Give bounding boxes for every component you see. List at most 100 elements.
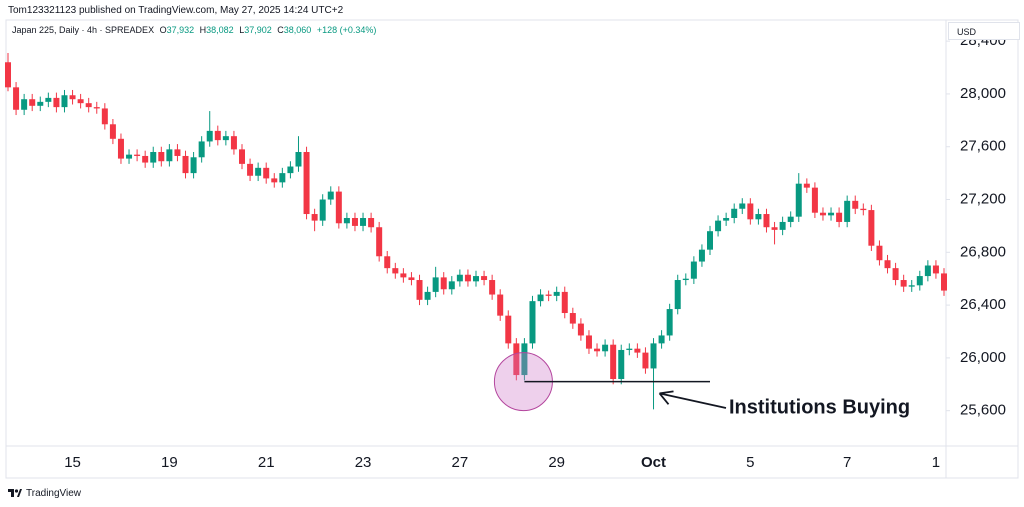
candle-body — [271, 178, 278, 183]
candle-body — [577, 323, 584, 336]
candle-body — [828, 212, 835, 216]
candle-body — [117, 138, 124, 159]
candle-body — [190, 157, 197, 174]
candle-body — [731, 208, 738, 218]
footer: TradingView — [8, 488, 81, 499]
candle-body — [230, 136, 237, 150]
candle-body — [489, 280, 496, 295]
close-value: 38,060 — [283, 25, 312, 35]
candle-body — [239, 149, 245, 164]
candle-body — [37, 101, 44, 106]
candle-body — [61, 95, 68, 108]
candle-body — [811, 187, 818, 213]
candle-body — [658, 335, 665, 344]
y-tick-label: 27,200 — [960, 190, 1006, 207]
x-tick-label: 27 — [452, 454, 469, 471]
candle-body — [29, 99, 36, 106]
candle-body — [650, 343, 657, 369]
x-tick-label: 5 — [746, 454, 754, 471]
candle-body — [158, 152, 165, 162]
candle-body — [924, 265, 931, 277]
candle-body — [182, 155, 189, 174]
candle-body — [602, 344, 609, 352]
candle-body — [473, 276, 479, 282]
candle-body — [666, 309, 673, 336]
y-tick-label: 27,600 — [960, 138, 1006, 155]
legend: Japan 225, Daily · 4h · SPREADEX O37,932… — [12, 25, 376, 35]
candle-body — [941, 273, 947, 291]
candle-body — [150, 152, 157, 163]
candle-body — [255, 167, 262, 176]
candle-body — [432, 277, 439, 292]
candle-body — [327, 191, 334, 200]
candle-body — [698, 249, 705, 262]
candle-body — [85, 103, 92, 108]
y-tick-label: 28,000 — [960, 85, 1006, 102]
change: +128 (+0.34%) — [316, 25, 377, 35]
currency[interactable]: USD — [948, 22, 1020, 40]
x-tick-label: 21 — [258, 454, 275, 471]
candle-body — [674, 280, 681, 310]
candle-body — [900, 280, 907, 287]
tradingview-logo — [8, 489, 22, 497]
high-value: 38,082 — [206, 25, 234, 35]
candle-body — [497, 294, 504, 316]
candle-body — [93, 107, 100, 109]
candle-body — [916, 276, 923, 286]
candle-body — [763, 214, 770, 228]
candle-body — [77, 99, 84, 104]
candle-body — [876, 245, 883, 261]
candle-body — [771, 227, 778, 230]
x-tick-label: 1 — [932, 454, 940, 471]
close-label: C — [277, 25, 284, 35]
arrow — [658, 390, 727, 409]
candle-body — [682, 278, 689, 281]
x-tick-label: 23 — [355, 454, 372, 471]
candle-body — [819, 212, 826, 216]
candle-body — [376, 227, 383, 257]
candle-body — [787, 216, 794, 222]
candle-body — [13, 87, 20, 110]
publisher-line: Tom123321123 published on TradingView.co… — [8, 5, 344, 16]
candle-body — [142, 155, 149, 163]
low-value: 37,902 — [244, 25, 272, 35]
candle-body — [537, 294, 544, 302]
candle-body — [723, 217, 730, 221]
candle-body — [634, 348, 641, 353]
x-tick-label: 19 — [161, 454, 178, 471]
candle-body — [247, 163, 254, 176]
candle-body — [836, 212, 843, 222]
candle-body — [884, 260, 891, 269]
candle-body — [222, 136, 229, 141]
candle-body — [513, 343, 520, 376]
candle-body — [166, 149, 173, 162]
candle-body — [109, 124, 116, 139]
candle-body — [408, 277, 415, 281]
y-tick-label: 25,600 — [960, 402, 1006, 419]
candle-body — [739, 203, 746, 209]
candle-body — [610, 344, 617, 380]
candle-body — [279, 173, 286, 183]
open-value: 37,932 — [166, 25, 195, 35]
candle-body — [295, 152, 302, 167]
x-tick-label: Oct — [641, 454, 666, 471]
candle-body — [198, 141, 205, 158]
candle-body — [440, 277, 447, 290]
candle-body — [803, 183, 810, 188]
candle-body — [360, 217, 367, 226]
candle-body — [206, 130, 213, 142]
candle-body — [335, 191, 342, 224]
candle-body — [561, 291, 568, 314]
candle-body — [263, 167, 270, 179]
candle-body — [174, 149, 181, 156]
candle-body — [53, 97, 60, 108]
candle-body — [303, 152, 310, 215]
candle-body — [126, 154, 133, 159]
symbol: Japan 225, Daily · 4h · SPREADEX — [12, 25, 155, 35]
candle-body — [585, 335, 592, 349]
y-tick-label: 26,000 — [960, 349, 1006, 366]
candle-body — [618, 349, 625, 380]
candle-body — [464, 274, 471, 282]
candle-body — [868, 210, 875, 246]
candle-body — [594, 348, 601, 352]
